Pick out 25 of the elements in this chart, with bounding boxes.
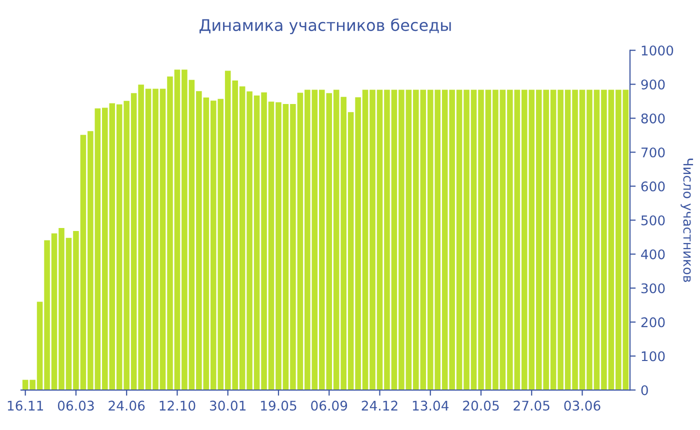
y-tick-label: 500 <box>641 215 665 226</box>
y-tick-label: 1000 <box>642 46 674 56</box>
x-tick-label: 30.01 <box>210 400 246 411</box>
x-tick-label: 24.06 <box>108 400 145 411</box>
x-tick-label: 13.04 <box>412 400 449 411</box>
y-tick-label: 300 <box>641 283 665 294</box>
x-tick-label: 03.06 <box>564 400 600 411</box>
y-tick-label: 600 <box>641 181 665 192</box>
x-tick-label: 24.12 <box>362 400 398 410</box>
y-tick-label: 100 <box>642 351 665 362</box>
x-tick-label: 16.11 <box>8 400 44 411</box>
y-tick-label: 800 <box>641 113 665 124</box>
y-tick-label: 400 <box>641 249 665 260</box>
x-tick-label: 20.05 <box>463 400 499 411</box>
x-tick-label: 06.03 <box>58 400 94 411</box>
y-tick-label: 700 <box>642 147 665 158</box>
chart-title: Динамика участников беседы <box>200 18 451 34</box>
x-tick-label: 12.10 <box>160 400 196 411</box>
y-tick-label: 900 <box>641 80 665 90</box>
y-tick-label: 0 <box>641 385 648 396</box>
x-tick-label: 06.09 <box>311 400 348 411</box>
x-tick-label: 19.05 <box>261 400 296 411</box>
y-axis-title: Число участников <box>680 158 694 282</box>
y-tick-label: 200 <box>641 317 665 328</box>
x-tick-label: 27.05 <box>514 400 550 411</box>
